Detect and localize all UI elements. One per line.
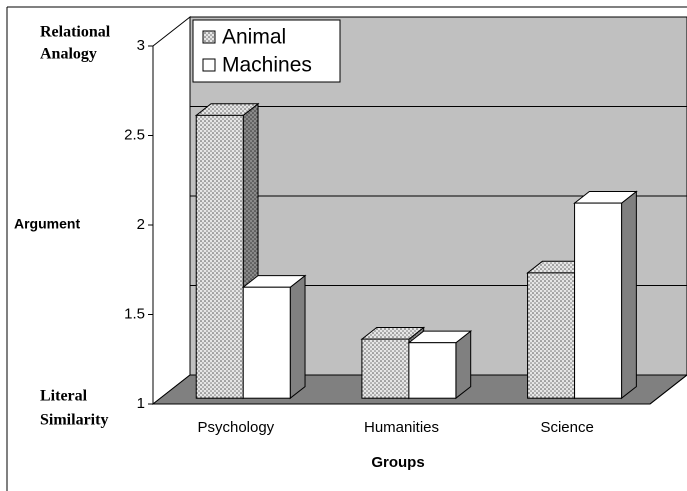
floor-edge [649, 374, 687, 405]
y-annotation: Argument [14, 216, 80, 232]
y-annotation: Relational [40, 24, 111, 41]
bar [408, 342, 457, 399]
bar [195, 114, 244, 399]
y-tick-label: 3 [137, 37, 145, 54]
bar [242, 286, 291, 399]
x-tick-label: Humanities [364, 419, 439, 436]
x-tick-label: Science [540, 419, 593, 436]
x-axis-label: Groups [371, 454, 424, 471]
bar [361, 338, 410, 399]
legend-label: Animal [222, 26, 286, 49]
x-tick-label: Psychology [197, 419, 274, 436]
plot-area: 1 1.5 2 2.5 3 Psychology Humanities Science [124, 15, 687, 436]
legend-box [192, 19, 341, 83]
legend: Animal Machines [192, 19, 341, 83]
y-tick-label: 2.5 [124, 126, 145, 143]
y-tick-label: 1 [137, 395, 145, 412]
legend-swatch [202, 30, 216, 44]
bar-side [621, 190, 637, 400]
bar [574, 202, 623, 399]
y-tick-label: 2 [137, 216, 145, 233]
bar [527, 272, 576, 399]
y-tick-label: 1.5 [124, 305, 145, 322]
side-wall [152, 15, 191, 406]
legend-swatch [202, 58, 216, 72]
bar-side [289, 274, 306, 400]
y-annotation: Similarity [40, 412, 108, 429]
legend-label: Machines [222, 54, 312, 77]
y-annotation: Analogy [40, 46, 97, 63]
y-annotation: Literal [40, 388, 88, 405]
